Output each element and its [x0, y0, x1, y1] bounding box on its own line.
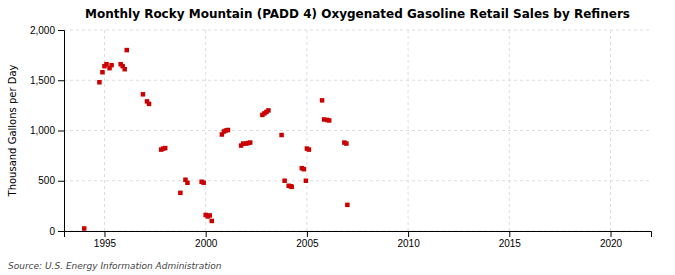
tick: 2015 [499, 231, 522, 249]
tick: 1,500 [30, 75, 64, 86]
point [201, 181, 206, 186]
grid [64, 30, 651, 231]
grid-line [306, 30, 307, 231]
point [282, 179, 287, 184]
x-axis: 1995 2000 2005 2010 2015 2020 [65, 231, 652, 249]
tick: 1,000 [30, 125, 64, 136]
grid-line [64, 180, 651, 181]
tick-mark [58, 231, 64, 232]
tick: 2010 [397, 231, 420, 249]
grid-line [610, 30, 611, 231]
grid-line [64, 80, 651, 81]
tick-mark [104, 231, 105, 237]
point [327, 118, 332, 123]
point [307, 147, 312, 152]
axis-line [58, 31, 65, 232]
tick: 2,000 [30, 25, 64, 36]
grid-line [64, 130, 651, 131]
point [210, 219, 215, 224]
tick-mark [58, 80, 64, 81]
point [109, 63, 114, 68]
grid-line [64, 30, 651, 31]
point [122, 67, 127, 72]
point [302, 167, 307, 172]
title: Monthly Rocky Mountain (PADD 4) Oxygenat… [85, 7, 630, 21]
point [345, 203, 350, 208]
tick-mark [206, 231, 207, 237]
point [141, 92, 146, 97]
grid-line [509, 30, 510, 231]
point [178, 191, 183, 196]
tick-mark [408, 231, 409, 237]
point [344, 141, 349, 146]
grid-line [408, 30, 409, 231]
point [82, 226, 87, 231]
tick-label: 1995 [94, 238, 117, 249]
point [289, 185, 294, 190]
tick-mark [307, 231, 308, 237]
tick-label: 2000 [195, 238, 218, 249]
axis-line [65, 232, 652, 238]
tick: 2000 [195, 231, 218, 249]
point [226, 128, 231, 133]
y-axis-title: Thousand Gallons per Day [7, 64, 18, 197]
tick-mark [58, 30, 64, 31]
point [104, 62, 109, 67]
tick-mark [509, 231, 510, 237]
point [304, 179, 309, 184]
points [82, 48, 350, 231]
point [266, 108, 271, 113]
point [185, 181, 190, 186]
tick-label: 2005 [296, 238, 319, 249]
tick: 2020 [600, 231, 623, 249]
tick: 2005 [296, 231, 319, 249]
tick-label: 1,500 [30, 75, 55, 86]
point [124, 48, 129, 53]
point [279, 133, 284, 138]
point [207, 213, 212, 218]
tick-mark [611, 231, 612, 237]
point [320, 98, 325, 103]
tick-label: 2020 [600, 238, 623, 249]
tick-label: 1,000 [30, 125, 55, 136]
tick-label: 500 [38, 175, 55, 186]
tick: 1995 [94, 231, 117, 249]
grid-line [205, 30, 206, 231]
tick-label: 2015 [499, 238, 522, 249]
point [100, 70, 105, 75]
point [147, 102, 152, 107]
tick-label: 2010 [397, 238, 420, 249]
tick-label: 2,000 [30, 25, 55, 36]
tick: 500 [38, 175, 64, 186]
tick: 0 [49, 226, 64, 237]
point [97, 80, 102, 85]
point [163, 146, 168, 151]
tick-mark [58, 131, 64, 132]
chart: 1995 2000 2005 2010 2015 2020 0 500 1,000 1,500 2,… [0, 0, 675, 275]
plot: 1995 2000 2005 2010 2015 2020 0 500 1,000 1,500 2,… [30, 25, 652, 249]
annotation: Source: U.S. Energy Information Administ… [8, 261, 222, 271]
tick-label: 0 [49, 226, 55, 237]
y-axis: 0 500 1,000 1,500 2,000 [30, 25, 65, 237]
point [248, 140, 253, 145]
grid-line [104, 30, 105, 231]
tick-mark [58, 181, 64, 182]
